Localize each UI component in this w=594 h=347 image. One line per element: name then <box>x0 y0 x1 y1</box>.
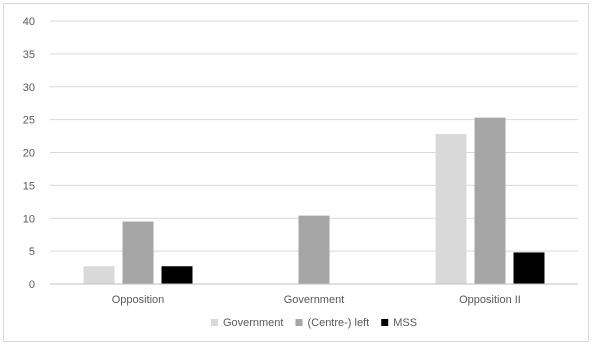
legend-label-government: Government <box>223 317 284 329</box>
legend-label-centre-left: (Centre-) left <box>307 317 369 329</box>
bar-centre-left-2 <box>298 215 330 284</box>
x-tick-label: Government <box>284 294 345 306</box>
y-tick-label: 0 <box>29 279 35 291</box>
y-tick-label: 30 <box>23 82 35 94</box>
legend-label-mss: MSS <box>393 317 417 329</box>
bar-centre-left-1 <box>122 221 154 284</box>
y-tick-label: 35 <box>23 49 35 61</box>
bar-centre-left-3 <box>474 117 506 284</box>
legend-swatch-centre-left <box>295 319 303 326</box>
y-tick-label: 15 <box>23 180 35 192</box>
legend-swatch-government <box>210 319 218 326</box>
bar-mss-1 <box>161 266 193 284</box>
x-axis-ticks: Opposition Government Opposition II <box>112 294 521 306</box>
legend: Government (Centre-) left MSS <box>210 317 417 329</box>
y-axis-ticks: 0 5 10 15 20 25 30 35 40 <box>23 16 35 291</box>
bar-government-3 <box>435 134 467 284</box>
y-tick-label: 25 <box>23 115 35 127</box>
x-tick-label: Opposition <box>112 294 165 306</box>
legend-swatch-mss <box>381 319 389 326</box>
bar-government-1 <box>83 266 115 284</box>
y-tick-label: 10 <box>23 213 35 225</box>
bars <box>83 117 545 284</box>
bar-mss-3 <box>513 252 545 284</box>
y-tick-label: 40 <box>23 16 35 28</box>
x-tick-label: Opposition II <box>459 294 521 306</box>
y-tick-label: 20 <box>23 148 35 160</box>
y-tick-label: 5 <box>29 246 35 258</box>
